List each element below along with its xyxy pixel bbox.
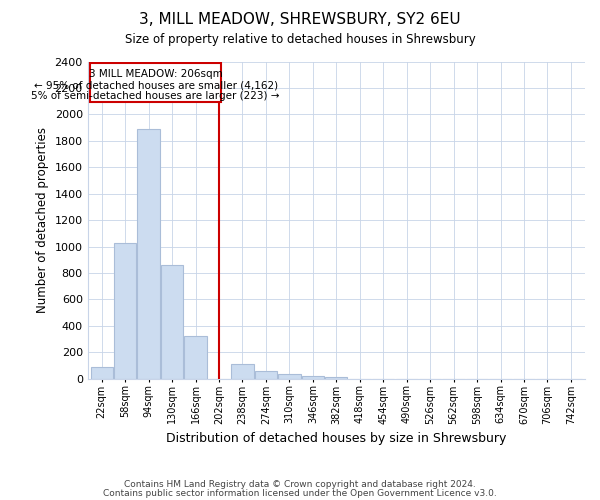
Text: Contains public sector information licensed under the Open Government Licence v3: Contains public sector information licen… (103, 488, 497, 498)
Bar (137, 129, 160, 378)
Bar (255, 372, 277, 378)
Text: Contains HM Land Registry data © Crown copyright and database right 2024.: Contains HM Land Registry data © Crown c… (124, 480, 476, 489)
Bar (161, 265, 183, 378)
Bar (302, 376, 324, 378)
Text: ← 95% of detached houses are smaller (4,162): ← 95% of detached houses are smaller (4,… (34, 80, 278, 90)
Bar (325, 377, 347, 378)
Bar (91, 367, 113, 378)
Bar (184, 336, 207, 378)
Bar (278, 374, 301, 378)
Text: 3 MILL MEADOW: 206sqm: 3 MILL MEADOW: 206sqm (89, 69, 223, 79)
Text: 5% of semi-detached houses are larger (223) →: 5% of semi-detached houses are larger (2… (31, 91, 280, 101)
Y-axis label: Number of detached properties: Number of detached properties (36, 127, 49, 313)
Text: Size of property relative to detached houses in Shrewsbury: Size of property relative to detached ho… (125, 32, 475, 46)
Bar (114, 242, 136, 378)
Bar (90, 63, 221, 102)
X-axis label: Distribution of detached houses by size in Shrewsbury: Distribution of detached houses by size … (166, 432, 506, 445)
Text: 3, MILL MEADOW, SHREWSBURY, SY2 6EU: 3, MILL MEADOW, SHREWSBURY, SY2 6EU (139, 12, 461, 28)
Bar (232, 364, 254, 378)
